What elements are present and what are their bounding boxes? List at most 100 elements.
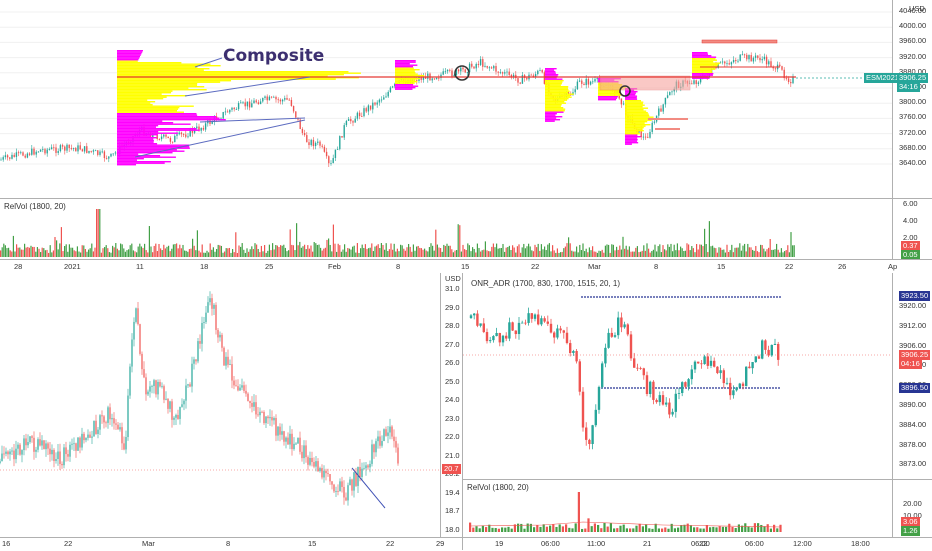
volume-bar	[377, 244, 379, 257]
volume-profile-bar	[545, 75, 558, 77]
volume-bar	[630, 251, 632, 257]
time-axis-label: 8	[654, 262, 659, 271]
candle	[31, 148, 33, 155]
volume-bar	[395, 251, 397, 257]
bottom-right-volume-axis[interactable]: 20.00 10.00 3.06 1.26	[892, 480, 932, 537]
volume-bar	[211, 249, 213, 257]
volume-profile-bar	[692, 61, 714, 63]
bottom-left-axis[interactable]: USD 31.0 29.0 28.0 27.0 26.0 25.0 24.0 23.0 22.0…	[440, 273, 463, 537]
volume-bar	[670, 243, 672, 257]
volume-profile-bar	[395, 64, 418, 66]
relvol-title[interactable]: RelVol (1800, 20)	[467, 483, 529, 492]
candle	[191, 363, 193, 387]
candle	[479, 323, 482, 326]
volume-profile-bar	[625, 122, 645, 124]
candle	[495, 66, 497, 72]
volume-bar	[507, 247, 509, 257]
candle	[319, 141, 321, 146]
candle	[750, 55, 752, 62]
candle	[367, 465, 369, 468]
candle	[175, 414, 177, 418]
volume-bar	[539, 526, 542, 532]
time-axis-label: 21	[643, 539, 652, 548]
volume-bar	[393, 243, 395, 257]
volume-bar	[68, 244, 70, 257]
time-axis-label: 22	[386, 539, 395, 548]
candle	[352, 121, 354, 123]
candle	[695, 80, 697, 85]
volume-bar	[11, 251, 13, 257]
onr-adr-title[interactable]: ONR_ADR (1700, 830, 1700, 1515, 20, 1)	[471, 279, 620, 288]
bottom-left-time-axis[interactable]: 16 22 Mar 8 15 22 29	[0, 537, 462, 551]
volume-bar	[745, 251, 747, 257]
volume-profile-bar	[117, 53, 142, 55]
bottom-right-axis[interactable]: 3920.003912.003906.003900.003896.003890.…	[892, 273, 932, 479]
vol-level: 6.00	[903, 199, 918, 208]
volume-bar	[334, 243, 336, 257]
relvol-title[interactable]: RelVol (1800, 20)	[4, 202, 66, 211]
volume-bar	[739, 243, 741, 257]
volume-bar	[772, 249, 774, 257]
candle	[163, 134, 165, 137]
volume-bar	[81, 245, 83, 257]
candle	[311, 457, 313, 463]
candle	[171, 401, 173, 420]
top-volume-pane[interactable]: RelVol (1800, 20)	[0, 199, 892, 259]
candle	[453, 74, 455, 77]
volume-bar	[241, 243, 243, 257]
volume-profile-bar	[545, 96, 572, 98]
level-zone	[648, 118, 688, 120]
volume-bar	[588, 247, 590, 257]
volume-bar	[204, 252, 206, 257]
candle	[266, 96, 268, 101]
top-volume-axis[interactable]: 6.00 4.00 2.00 0.37 0.05	[892, 199, 932, 260]
volume-profile-bar	[117, 150, 185, 152]
bottom-left-chart[interactable]	[0, 273, 440, 537]
volume-bar	[433, 250, 435, 257]
top-price-chart[interactable]	[0, 0, 892, 198]
volume-profile-bar	[692, 67, 716, 69]
bottom-right-time-axis[interactable]: 19 06:00 11:00 21 06:00 22 06:00 12:00 18:00	[463, 537, 932, 551]
volume-bar	[638, 523, 641, 532]
candle	[323, 470, 325, 478]
volume-bar	[206, 250, 208, 257]
volume-profile-bar	[117, 75, 328, 77]
volume-bar	[526, 523, 529, 532]
volume-bar	[121, 244, 123, 257]
volume-profile-bar	[625, 106, 643, 108]
volume-bar	[188, 249, 190, 257]
top-price-axis[interactable]: USD 4040.00 4000.00 3960.00 3920.00 3880.00 3…	[892, 0, 932, 198]
volume-bar	[363, 247, 365, 257]
pane-divider[interactable]	[0, 198, 932, 199]
candle	[11, 450, 13, 452]
time-axis-label: 12:00	[793, 539, 812, 548]
volume-bar	[56, 240, 58, 257]
bottom-right-volume-pane[interactable]: RelVol (1800, 20)	[463, 480, 892, 537]
candle	[231, 364, 233, 381]
volume-bar	[392, 249, 394, 257]
top-time-axis[interactable]: 28 2021 11 18 25 Feb 8 15 22 Mar 8 15 22 26 Ap	[0, 259, 932, 274]
pane-divider[interactable]	[463, 479, 932, 480]
top-price-pane[interactable]: Composite	[0, 0, 892, 198]
volume-bar	[24, 243, 26, 257]
bottom-right-pane[interactable]: ONR_ADR (1700, 830, 1700, 1515, 20, 1)	[463, 273, 892, 479]
candle	[130, 142, 132, 144]
candle	[176, 134, 178, 136]
volume-bar	[697, 249, 699, 257]
vertical-divider[interactable]	[462, 273, 463, 550]
volume-bar	[692, 248, 694, 257]
volume-bar	[30, 245, 32, 257]
volume-bar	[115, 243, 117, 257]
candle	[155, 380, 157, 395]
volume-bar	[705, 244, 707, 257]
volume-bar	[201, 244, 203, 257]
bottom-right-chart[interactable]	[463, 273, 892, 479]
bottom-left-pane[interactable]	[0, 273, 440, 537]
volume-profile-bar	[545, 119, 561, 121]
candle	[492, 336, 495, 341]
time-axis-label: 11	[136, 262, 144, 271]
volume-profile-bar	[395, 84, 414, 86]
candle	[719, 370, 722, 374]
volume-bar	[468, 245, 470, 257]
candle	[273, 418, 275, 421]
